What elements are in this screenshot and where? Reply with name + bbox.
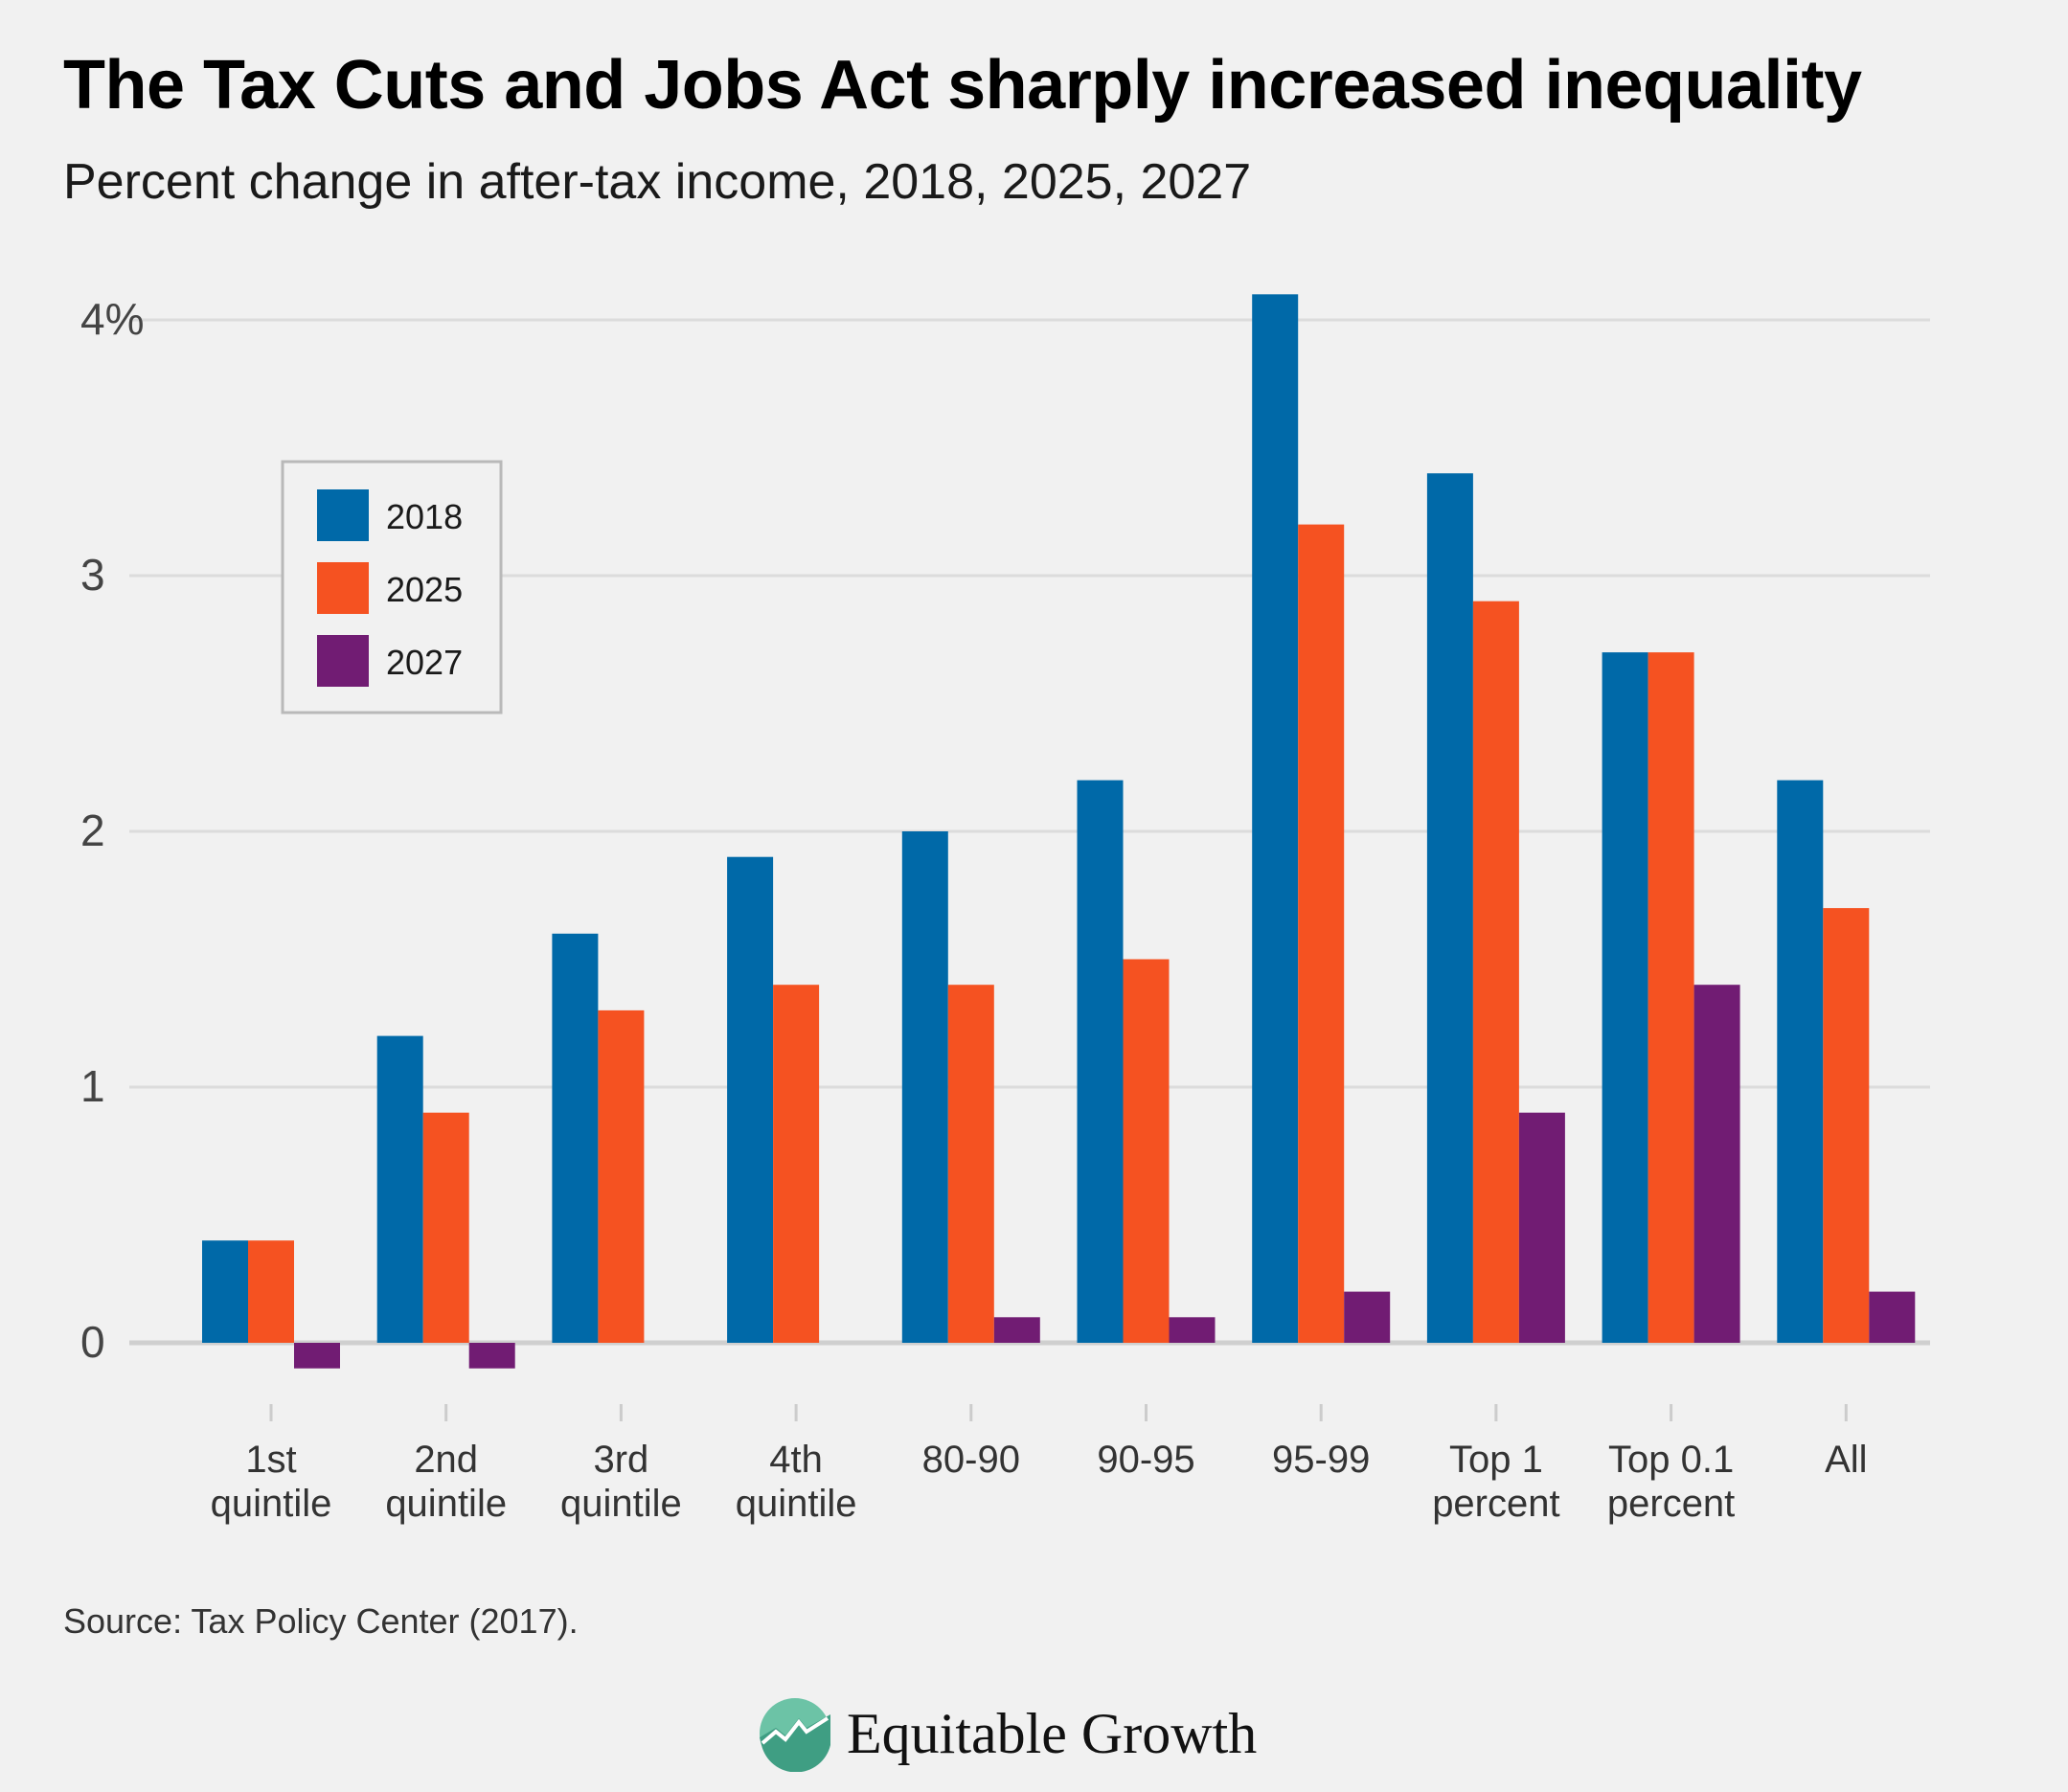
bar-2018-5 <box>1077 780 1124 1343</box>
x-tick-label: quintile <box>736 1483 857 1525</box>
y-tick-label: 4% <box>80 294 144 344</box>
bar-2027-1 <box>468 1343 515 1369</box>
x-tick-label: 90-95 <box>1097 1439 1194 1481</box>
legend-label: 2018 <box>386 497 463 536</box>
y-tick-label: 0 <box>80 1317 105 1367</box>
bar-2025-6 <box>1298 524 1345 1343</box>
x-tick-label: quintile <box>385 1483 507 1525</box>
bar-2025-1 <box>422 1112 469 1343</box>
bar-2027-0 <box>294 1343 340 1369</box>
bar-2018-6 <box>1252 294 1299 1343</box>
legend-swatch <box>317 635 369 687</box>
bar-2018-3 <box>727 856 774 1343</box>
x-tick-label: 95-99 <box>1272 1439 1370 1481</box>
bar-2027-4 <box>993 1317 1040 1343</box>
bar-2018-7 <box>1426 473 1473 1343</box>
x-tick-label: Top 0.1 <box>1608 1439 1734 1481</box>
growth-logo-icon <box>760 1698 830 1772</box>
legend-swatch <box>317 562 369 614</box>
x-tick-label: 1st <box>245 1439 296 1481</box>
bar-2025-3 <box>773 985 820 1343</box>
x-tick-label: 4th <box>769 1439 823 1481</box>
bar-2025-0 <box>248 1240 294 1343</box>
bar-2018-8 <box>1602 652 1648 1343</box>
x-axis: 1stquintile2ndquintile3rdquintile4thquin… <box>211 1404 1868 1525</box>
bar-2027-9 <box>1869 1291 1916 1343</box>
source-note: Source: Tax Policy Center (2017). <box>63 1601 579 1641</box>
bar-2025-4 <box>947 985 994 1343</box>
bar-2025-5 <box>1123 959 1170 1343</box>
y-tick-label: 2 <box>80 805 105 855</box>
x-tick-label: 2nd <box>414 1439 478 1481</box>
brand-name: Equitable Growth <box>847 1701 1258 1765</box>
bar-2027-6 <box>1344 1291 1391 1343</box>
bar-2025-9 <box>1823 908 1870 1343</box>
legend-label: 2025 <box>386 570 463 609</box>
bar-2025-2 <box>598 1009 645 1343</box>
x-tick-label: 3rd <box>593 1439 648 1481</box>
x-tick-label: Top 1 <box>1449 1439 1543 1481</box>
legend-label: 2027 <box>386 643 463 682</box>
x-tick-label: percent <box>1607 1483 1735 1525</box>
bar-2018-4 <box>901 831 948 1343</box>
legend: 2018 2025 2027 <box>281 460 503 715</box>
bar-2025-7 <box>1472 601 1519 1343</box>
bar-2018-1 <box>376 1035 423 1343</box>
bars <box>202 294 1916 1369</box>
chart-subtitle: Percent change in after-tax income, 2018… <box>63 154 1252 210</box>
x-tick-label: quintile <box>560 1483 682 1525</box>
bar-2027-5 <box>1169 1317 1216 1343</box>
x-tick-label: percent <box>1432 1483 1559 1525</box>
bar-2027-7 <box>1518 1112 1565 1343</box>
y-tick-label: 3 <box>80 550 105 600</box>
bar-2027-8 <box>1693 985 1740 1343</box>
x-tick-label: All <box>1825 1439 1867 1481</box>
legend-swatch <box>317 489 369 541</box>
y-axis-ticks: 0 1 2 3 4% <box>80 294 144 1367</box>
y-tick-label: 1 <box>80 1061 105 1111</box>
bar-2018-9 <box>1777 780 1824 1343</box>
chart-title: The Tax Cuts and Jobs Act sharply increa… <box>63 47 1862 124</box>
bar-2018-0 <box>202 1240 248 1343</box>
brand-logo: Equitable Growth <box>757 1695 1257 1772</box>
x-tick-label: 80-90 <box>922 1439 1020 1481</box>
x-tick-label: quintile <box>211 1483 332 1525</box>
bar-2018-2 <box>552 933 599 1343</box>
bar-2025-8 <box>1648 652 1694 1343</box>
